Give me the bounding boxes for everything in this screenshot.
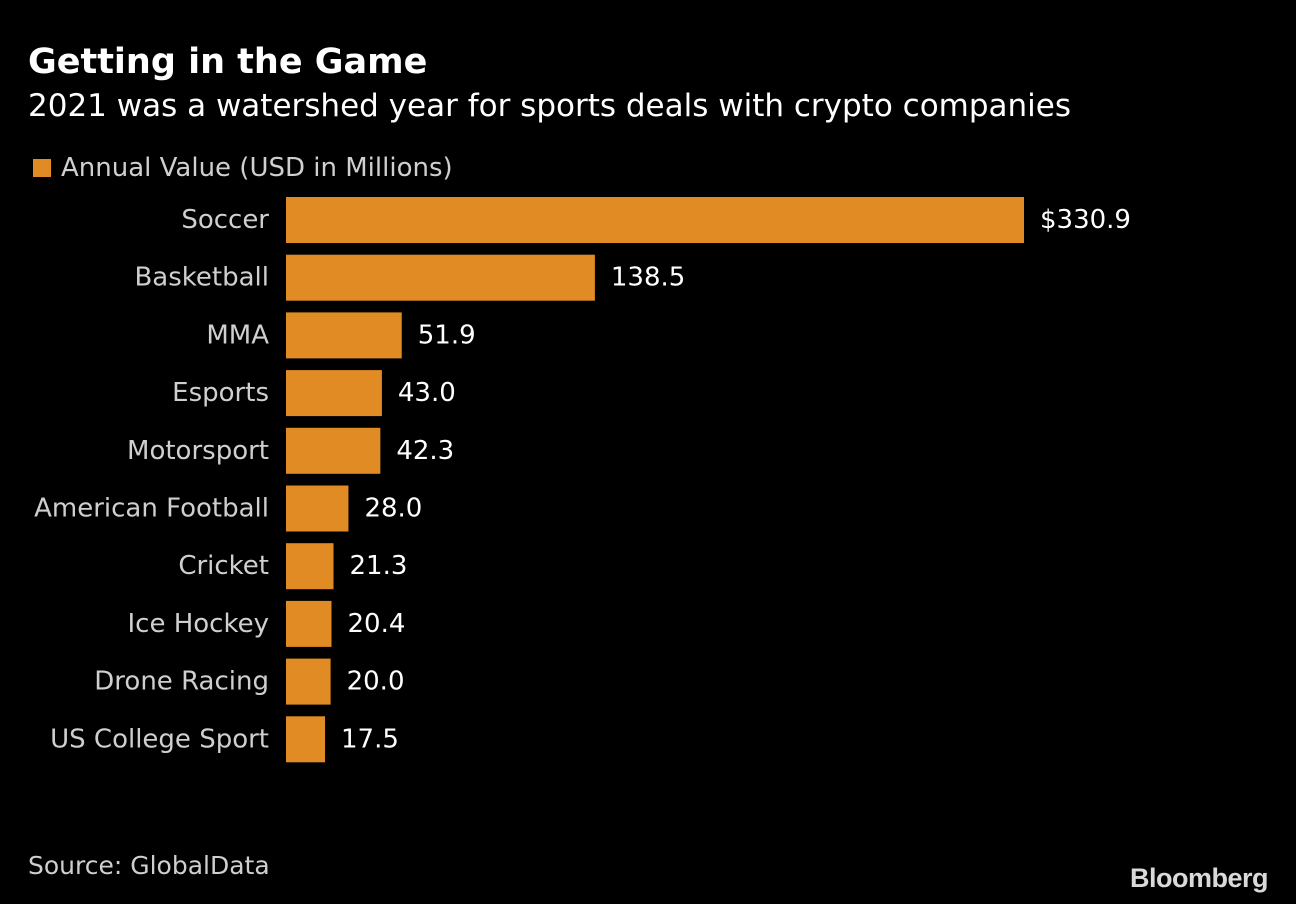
bar xyxy=(286,658,331,705)
category-label: Esports xyxy=(172,378,269,408)
category-label: US College Sport xyxy=(50,724,269,754)
value-label: 20.4 xyxy=(347,609,405,639)
chart-subtitle: 2021 was a watershed year for sports dea… xyxy=(28,88,1072,124)
value-label: 17.5 xyxy=(341,724,399,754)
legend-swatch xyxy=(33,159,51,177)
category-label: Drone Racing xyxy=(94,667,269,697)
bar xyxy=(286,312,402,359)
bar xyxy=(286,543,334,590)
category-label: Cricket xyxy=(178,551,269,581)
category-label: Ice Hockey xyxy=(128,609,270,639)
category-label: Motorsport xyxy=(127,436,269,466)
value-label: 42.3 xyxy=(396,436,454,466)
value-label: 51.9 xyxy=(418,320,476,350)
bar xyxy=(286,370,382,417)
bar xyxy=(286,716,326,763)
bar xyxy=(286,485,349,532)
source-note: Source: GlobalData xyxy=(28,851,270,880)
bloomberg-logo: Bloomberg xyxy=(1129,863,1269,893)
bar xyxy=(286,600,332,647)
value-label: 20.0 xyxy=(347,667,405,697)
category-label: Soccer xyxy=(181,205,269,235)
chart-title: Getting in the Game xyxy=(28,42,428,82)
bar-chart: Soccer $330.9 Basketball 138.5 MMA 51.9 Esport… xyxy=(34,197,1131,763)
bar xyxy=(286,197,1024,243)
bar xyxy=(286,254,595,301)
category-label: MMA xyxy=(206,320,269,350)
value-label: 28.0 xyxy=(364,494,422,524)
legend-label: Annual Value (USD in Millions) xyxy=(61,153,453,183)
bar xyxy=(286,427,381,474)
value-label: 43.0 xyxy=(398,378,456,408)
value-label: 138.5 xyxy=(611,263,685,293)
value-label: 21.3 xyxy=(350,551,408,581)
chart-legend: Annual Value (USD in Millions) xyxy=(33,150,453,186)
category-label: Basketball xyxy=(134,263,269,293)
value-label: $330.9 xyxy=(1040,205,1131,235)
category-label: American Football xyxy=(34,494,269,524)
